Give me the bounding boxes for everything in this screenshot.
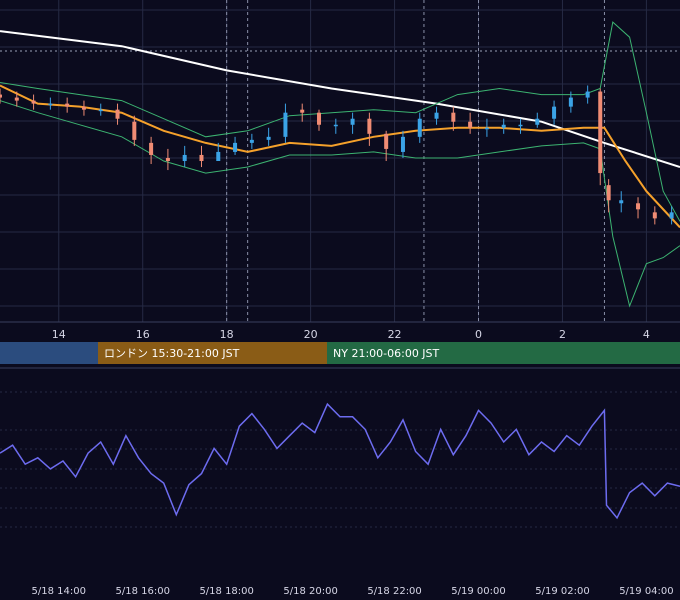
candle-body [552, 106, 557, 119]
session-bar: ロンドン 15:30-21:00 JST NY 21:00-06:00 JST [0, 342, 680, 364]
oscillator-series [0, 402, 680, 520]
oscillator-x-axis: 5/18 14:00 5/18 16:00 5/18 18:00 5/18 20:00… [32, 586, 674, 597]
candle-body [468, 121, 473, 128]
price-x-tick-label: 22 [388, 328, 402, 341]
oscillator-x-tick-label: 5/19 02:00 [535, 586, 589, 597]
candle-body [652, 212, 657, 219]
candle-body [266, 136, 271, 140]
candle-body [65, 103, 70, 107]
candle-body [115, 109, 120, 119]
session-band [98, 342, 327, 364]
candle-body [283, 112, 288, 137]
candle-body [149, 142, 154, 155]
price-series [0, 21, 680, 308]
price-x-tick-label: 14 [52, 328, 66, 341]
price-x-tick-label: 4 [643, 328, 650, 341]
oscillator-x-tick-label: 5/19 04:00 [619, 586, 673, 597]
candle-body [31, 100, 36, 104]
candle-body [568, 97, 573, 107]
oscillator-x-tick-label: 5/19 00:00 [451, 586, 505, 597]
price-x-tick-label: 16 [136, 328, 150, 341]
candle-body [501, 124, 506, 128]
oscillator-x-tick-label: 5/18 14:00 [32, 586, 86, 597]
price-x-tick-label: 20 [304, 328, 318, 341]
price-pane[interactable] [0, 0, 680, 323]
candle-body [417, 118, 422, 137]
oscillator-line [0, 402, 680, 520]
candle-body [98, 109, 103, 112]
oscillator-grid [0, 367, 680, 528]
candle-body [233, 142, 238, 152]
price-x-tick-label: 0 [475, 328, 482, 341]
price-x-tick-label: 2 [559, 328, 566, 341]
candle-body [384, 133, 389, 149]
candle-body [300, 109, 305, 113]
bollinger-band-upper-line [0, 21, 680, 222]
session-band [327, 342, 680, 364]
session-band-label: NY 21:00-06:00 JST [333, 347, 440, 360]
candle-body [451, 112, 456, 122]
oscillator-x-tick-label: 5/18 16:00 [115, 586, 169, 597]
candle-body [48, 103, 53, 106]
session-band-label: ロンドン 15:30-21:00 JST [104, 347, 240, 360]
candle-body [606, 185, 611, 201]
price-x-axis: 14 16 18 20 22 0 2 4 [52, 328, 650, 341]
price-grid [0, 0, 680, 323]
candle-body [333, 124, 338, 127]
oscillator-pane[interactable] [0, 367, 680, 528]
candle-body [165, 157, 170, 161]
candle-body [350, 118, 355, 125]
candle-body [619, 200, 624, 204]
oscillator-x-tick-label: 5/18 18:00 [199, 586, 253, 597]
bollinger-band-lower-line [0, 100, 680, 308]
candle-body [0, 94, 2, 98]
candle-body [518, 124, 523, 127]
candle-body [132, 121, 137, 140]
candle-body [400, 136, 405, 152]
candle-body [216, 151, 221, 161]
candle-body [434, 112, 439, 119]
candle-body [585, 91, 590, 98]
candle-body [367, 118, 372, 134]
long-moving-average-line [0, 30, 680, 168]
price-x-tick-label: 18 [220, 328, 234, 341]
short-moving-average-line [0, 84, 680, 229]
candle-body [669, 212, 674, 219]
candle-body [598, 91, 603, 174]
oscillator-x-tick-label: 5/18 22:00 [367, 586, 421, 597]
candle-body [249, 139, 254, 143]
candle-body [199, 154, 204, 161]
session-band [0, 342, 98, 364]
candle-body [636, 203, 641, 210]
candle-body [484, 127, 489, 130]
oscillator-x-tick-label: 5/18 20:00 [283, 586, 337, 597]
candle-body [317, 112, 322, 125]
candle-body [182, 154, 187, 161]
candle-body [535, 118, 540, 125]
candle-body [14, 97, 19, 101]
candle-body [81, 106, 86, 110]
